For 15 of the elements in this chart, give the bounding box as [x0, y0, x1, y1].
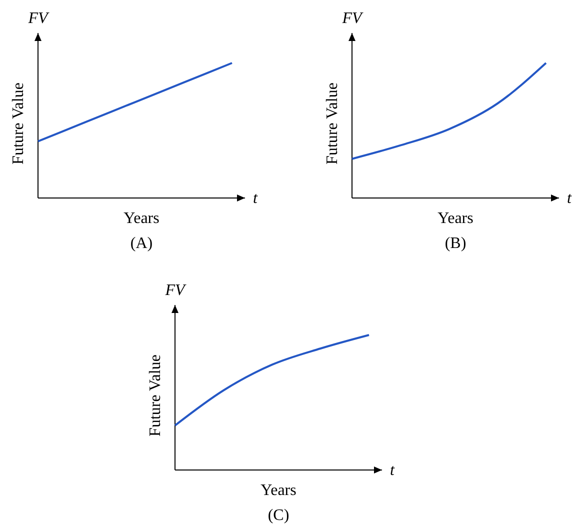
x-axis-title: Years [438, 210, 474, 227]
text: FV [341, 10, 364, 27]
y-axis-title: Future Value [324, 82, 341, 164]
y-axis-title: Future Value [147, 354, 164, 436]
text: (C) [268, 507, 290, 524]
text: (B) [444, 235, 466, 252]
text: t [567, 190, 572, 207]
text: t [390, 462, 395, 479]
text: FV [164, 282, 187, 299]
x-axis-title: Years [260, 482, 296, 499]
text: (A) [130, 235, 153, 252]
text: t [253, 190, 258, 207]
x-axis-title: Years [124, 210, 160, 227]
text: FV [27, 10, 50, 27]
y-axis-title: Future Value [10, 82, 27, 164]
